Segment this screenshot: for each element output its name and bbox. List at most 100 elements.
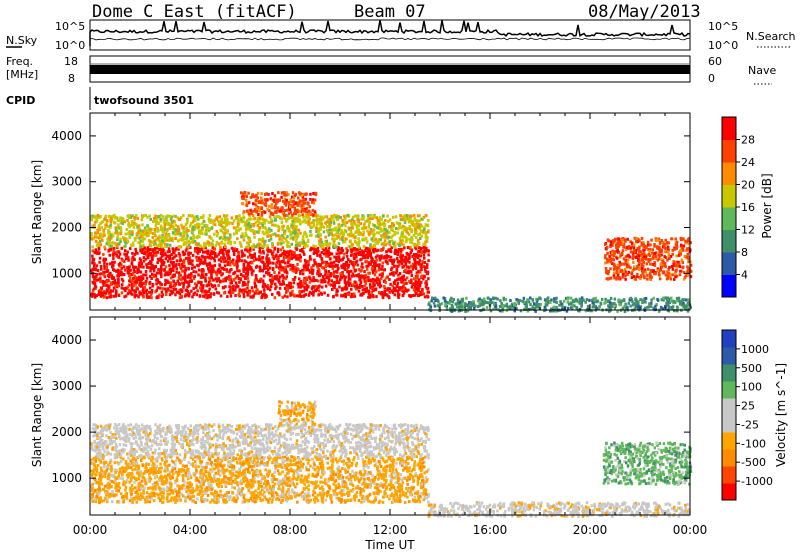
power-cell bbox=[377, 268, 381, 272]
power-cell bbox=[677, 264, 680, 268]
power-cell bbox=[99, 272, 103, 276]
power-cell bbox=[315, 278, 318, 282]
power-cell bbox=[316, 270, 320, 274]
power-cell bbox=[163, 236, 167, 240]
power-cell bbox=[168, 254, 172, 258]
power-cell bbox=[383, 293, 386, 297]
power-cell bbox=[242, 292, 245, 296]
power-cell bbox=[182, 285, 185, 289]
power-cell bbox=[344, 263, 347, 267]
power-cell bbox=[153, 231, 156, 235]
power-cell bbox=[330, 279, 334, 283]
power-cell bbox=[201, 255, 205, 259]
power-cell bbox=[336, 279, 339, 283]
power-cell bbox=[332, 281, 335, 285]
power-cell bbox=[262, 251, 265, 255]
power-cell bbox=[208, 256, 211, 260]
power-cell bbox=[150, 277, 153, 280]
power-cell bbox=[220, 259, 223, 263]
power-cell bbox=[406, 231, 409, 235]
power-cell bbox=[357, 245, 361, 249]
power-cell bbox=[327, 276, 331, 280]
power-cell bbox=[132, 268, 136, 272]
power-cell bbox=[273, 232, 277, 236]
power-cell bbox=[279, 209, 282, 213]
power-cell bbox=[655, 238, 658, 242]
power-cell bbox=[362, 250, 366, 254]
power-cell bbox=[153, 239, 157, 243]
power-cell bbox=[217, 252, 220, 256]
power-cell bbox=[286, 264, 289, 268]
power-cell bbox=[160, 263, 163, 267]
power-cell bbox=[340, 232, 343, 235]
power-cell bbox=[169, 281, 173, 285]
power-cell bbox=[308, 280, 312, 284]
power-cell bbox=[380, 254, 383, 258]
power-cell bbox=[98, 291, 101, 295]
power-cell bbox=[266, 253, 269, 257]
power-cell bbox=[201, 268, 205, 272]
power-cell bbox=[90, 269, 93, 273]
power-cell bbox=[127, 271, 131, 275]
power-cell bbox=[291, 225, 294, 229]
power-cell bbox=[352, 233, 355, 237]
power-cell bbox=[301, 220, 304, 224]
power-cell bbox=[165, 218, 168, 221]
power-cell bbox=[108, 253, 111, 257]
power-cell bbox=[320, 251, 323, 255]
power-cell bbox=[477, 299, 480, 303]
power-cell bbox=[307, 263, 310, 267]
power-cell bbox=[289, 236, 292, 240]
power-cell bbox=[179, 232, 182, 236]
power-cell bbox=[179, 258, 182, 262]
power-cell bbox=[406, 246, 410, 249]
power-cell bbox=[110, 217, 113, 221]
power-cell bbox=[673, 309, 676, 313]
power-cell bbox=[415, 276, 418, 280]
power-cell bbox=[567, 306, 570, 310]
power-cell bbox=[400, 280, 403, 284]
power-cell bbox=[103, 294, 106, 298]
power-cell bbox=[426, 295, 430, 299]
power-cell bbox=[129, 244, 133, 248]
power-cell bbox=[392, 215, 395, 219]
power-cell bbox=[109, 234, 113, 238]
power-cell bbox=[194, 247, 197, 251]
power-cell bbox=[388, 218, 392, 222]
power-cell bbox=[109, 223, 112, 227]
power-cell bbox=[417, 250, 420, 254]
power-cell bbox=[154, 253, 158, 257]
power-cell bbox=[187, 253, 191, 257]
power-cell bbox=[91, 294, 94, 298]
power-cell bbox=[372, 230, 375, 234]
power-cell bbox=[297, 294, 301, 298]
power-cell bbox=[313, 248, 316, 252]
power-cell bbox=[273, 194, 277, 198]
power-cell bbox=[291, 269, 295, 273]
power-cell bbox=[210, 276, 213, 280]
power-cell bbox=[312, 213, 315, 217]
power-cell bbox=[138, 283, 141, 287]
power-cell bbox=[318, 264, 321, 268]
power-cell bbox=[360, 265, 363, 269]
power-cell bbox=[653, 253, 657, 257]
power-cell bbox=[184, 268, 187, 272]
power-cell bbox=[191, 266, 194, 270]
power-cell bbox=[105, 296, 109, 300]
power-cell bbox=[618, 260, 621, 264]
power-cell bbox=[103, 247, 107, 251]
power-cell bbox=[204, 290, 207, 294]
power-cell bbox=[666, 258, 669, 262]
power-cell bbox=[349, 281, 352, 285]
power-cell bbox=[408, 256, 411, 260]
power-cell bbox=[155, 237, 158, 241]
power-cell bbox=[323, 215, 327, 219]
power-cell bbox=[356, 263, 359, 267]
power-cell bbox=[218, 236, 222, 240]
power-cell bbox=[211, 270, 214, 273]
power-cell bbox=[668, 274, 672, 278]
power-cell bbox=[159, 242, 162, 246]
power-cell bbox=[377, 248, 380, 252]
power-cell bbox=[113, 260, 116, 264]
power-cell bbox=[209, 278, 212, 282]
